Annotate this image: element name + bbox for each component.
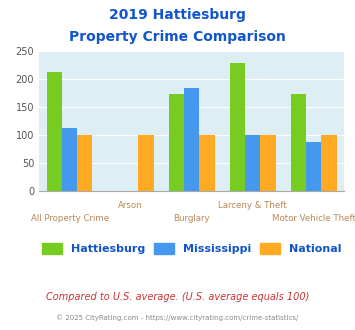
Text: © 2025 CityRating.com - https://www.cityrating.com/crime-statistics/: © 2025 CityRating.com - https://www.city… [56, 314, 299, 321]
Legend: Hattiesburg, Mississippi, National: Hattiesburg, Mississippi, National [38, 239, 346, 259]
Text: Compared to U.S. average. (U.S. average equals 100): Compared to U.S. average. (U.S. average … [46, 292, 309, 302]
Text: Property Crime Comparison: Property Crime Comparison [69, 30, 286, 44]
Text: Motor Vehicle Theft: Motor Vehicle Theft [272, 214, 355, 223]
Text: All Property Crime: All Property Crime [31, 214, 109, 223]
Text: 2019 Hattiesburg: 2019 Hattiesburg [109, 8, 246, 22]
Text: Burglary: Burglary [173, 214, 210, 223]
Bar [184, 88, 200, 191]
Bar [306, 142, 322, 191]
Bar [47, 72, 62, 191]
Text: Arson: Arson [118, 201, 143, 210]
Bar [245, 135, 261, 191]
Bar [291, 94, 306, 191]
Bar [322, 135, 337, 191]
Bar [200, 135, 214, 191]
Bar [261, 135, 275, 191]
Bar [77, 135, 92, 191]
Bar [138, 135, 153, 191]
Bar [62, 128, 77, 191]
Text: Larceny & Theft: Larceny & Theft [218, 201, 287, 210]
Bar [230, 63, 245, 191]
Bar [169, 94, 184, 191]
